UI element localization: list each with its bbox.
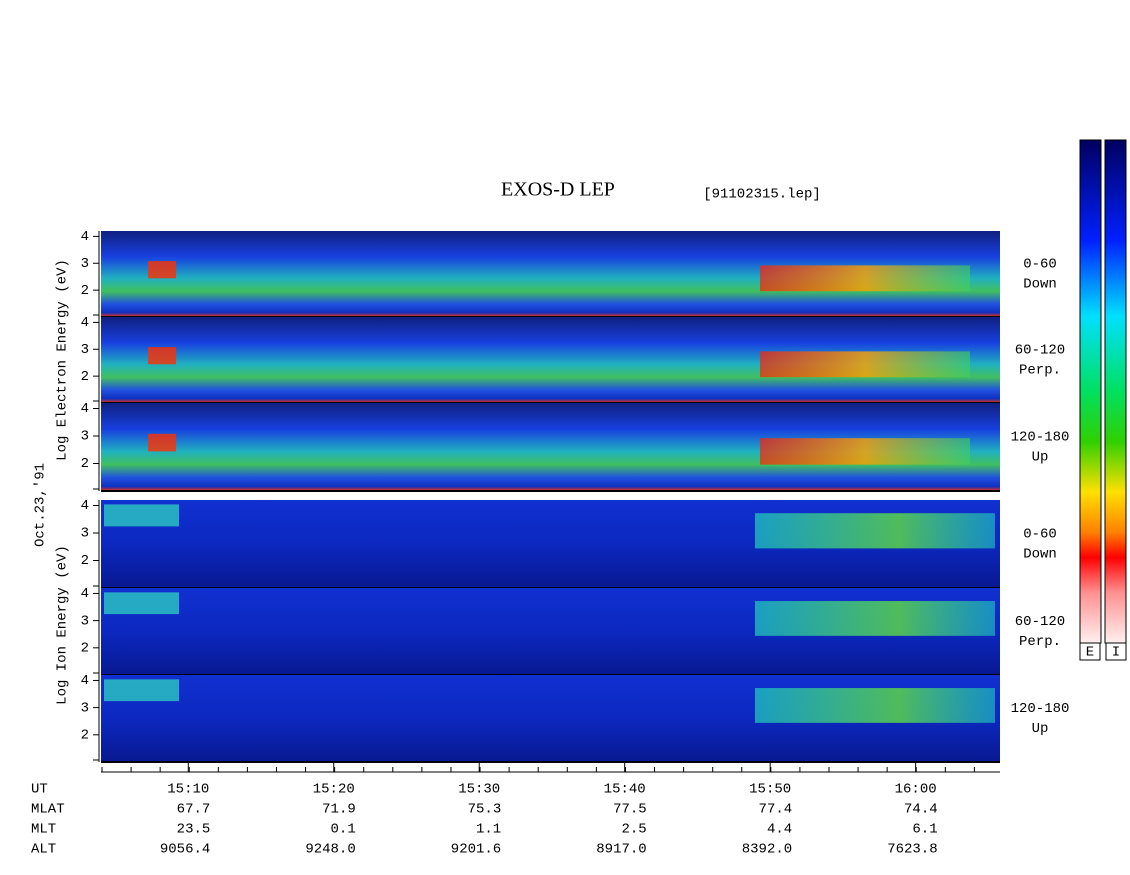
y-tick-label: 2 bbox=[81, 728, 89, 744]
x-tick-label: 15:20 bbox=[313, 782, 355, 798]
x-tick-label: 16:00 bbox=[895, 782, 937, 798]
x-tick-label: 15:10 bbox=[167, 782, 209, 798]
ephemeris-value: 7623.8 bbox=[887, 842, 937, 858]
y-tick-label: 3 bbox=[81, 429, 89, 445]
ephemeris-name: UT bbox=[31, 782, 48, 798]
panel-label: Perp. bbox=[1019, 363, 1061, 379]
colorbar-label: I bbox=[1112, 645, 1120, 661]
ephemeris-value: 9201.6 bbox=[451, 842, 501, 858]
x-tick-label: 15:30 bbox=[458, 782, 500, 798]
chart-title: EXOS-D LEP bbox=[501, 179, 615, 201]
ephemeris-value: 75.3 bbox=[468, 802, 502, 818]
ephemeris-value: 71.9 bbox=[322, 802, 356, 818]
ephemeris-value: 9248.0 bbox=[305, 842, 355, 858]
y-tick-label: 4 bbox=[81, 673, 89, 689]
y-tick-label: 4 bbox=[81, 498, 89, 514]
ephemeris-value: 77.4 bbox=[759, 802, 793, 818]
ephemeris-value: 0.1 bbox=[331, 822, 356, 838]
ephemeris-value: 1.1 bbox=[476, 822, 501, 838]
y-tick-label: 3 bbox=[81, 613, 89, 629]
y-tick-label: 4 bbox=[81, 586, 89, 602]
flux-feature bbox=[760, 265, 970, 292]
file-name: [91102315.lep] bbox=[703, 187, 821, 203]
flux-feature bbox=[755, 688, 995, 723]
ephemeris-value: 23.5 bbox=[177, 822, 211, 838]
panel-label: 0-60 bbox=[1023, 257, 1057, 273]
x-tick-label: 15:40 bbox=[604, 782, 646, 798]
colorbar bbox=[1079, 139, 1102, 644]
ephemeris-value: 67.7 bbox=[177, 802, 211, 818]
y-tick-label: 2 bbox=[81, 456, 89, 472]
ephemeris-value: 77.5 bbox=[613, 802, 647, 818]
y-tick-label: 2 bbox=[81, 553, 89, 569]
y-tick-label: 2 bbox=[81, 641, 89, 657]
ephemeris-name: MLAT bbox=[31, 802, 65, 818]
x-tick-label: 15:50 bbox=[749, 782, 791, 798]
y-tick-label: 2 bbox=[81, 369, 89, 385]
y-tick-label: 4 bbox=[81, 229, 89, 245]
ephemeris-value: 8917.0 bbox=[596, 842, 646, 858]
y-tick-label: 2 bbox=[81, 283, 89, 299]
flux-feature bbox=[104, 504, 179, 527]
flux-feature bbox=[104, 592, 179, 615]
ephemeris-value: 9056.4 bbox=[160, 842, 210, 858]
panel-label: 120-180 bbox=[1011, 701, 1070, 717]
ephemeris-value: 8392.0 bbox=[742, 842, 792, 858]
panel-label: Up bbox=[1032, 450, 1049, 466]
y-tick-label: 3 bbox=[81, 700, 89, 716]
y-tick-label: 3 bbox=[81, 256, 89, 272]
colorbar-label-box bbox=[1105, 642, 1127, 661]
ephemeris-name: ALT bbox=[31, 842, 56, 858]
flux-feature bbox=[755, 601, 995, 636]
y-axis-label: Log Electron Energy (eV) bbox=[55, 259, 71, 461]
flux-feature bbox=[755, 513, 995, 549]
panel-label: Up bbox=[1032, 721, 1049, 737]
panel-label: 60-120 bbox=[1015, 343, 1065, 359]
ephemeris-name: MLT bbox=[31, 822, 56, 838]
flux-feature bbox=[760, 351, 970, 378]
panel-label: Down bbox=[1023, 277, 1057, 293]
panel-label: 60-120 bbox=[1015, 614, 1065, 630]
y-tick-label: 3 bbox=[81, 342, 89, 358]
flux-feature bbox=[148, 433, 176, 452]
ephemeris-value: 4.4 bbox=[767, 822, 792, 838]
ephemeris-value: 74.4 bbox=[904, 802, 938, 818]
panel-label: Down bbox=[1023, 547, 1057, 563]
plot-layer: Log Electron Energy (eV) E 2 3 4 0-60 Down 2 3 4 6… bbox=[31, 229, 1127, 858]
colorbar bbox=[1104, 139, 1127, 644]
colorbar-label-box bbox=[1079, 642, 1101, 661]
y-tick-label: 4 bbox=[81, 401, 89, 417]
panel-label: 120-180 bbox=[1011, 430, 1070, 446]
colorbar-label: E bbox=[1086, 645, 1094, 661]
flux-feature bbox=[104, 679, 179, 702]
y-axis-label: Log Ion Energy (eV) bbox=[55, 545, 71, 705]
ephemeris-value: 6.1 bbox=[912, 822, 937, 838]
panel-label: Perp. bbox=[1019, 634, 1061, 650]
flux-feature bbox=[148, 347, 176, 365]
date-label: Oct.23,'91 bbox=[33, 463, 49, 547]
flux-feature bbox=[148, 261, 176, 279]
ephemeris-value: 2.5 bbox=[621, 822, 646, 838]
y-tick-label: 3 bbox=[81, 526, 89, 542]
y-tick-label: 4 bbox=[81, 315, 89, 331]
flux-feature bbox=[760, 438, 970, 465]
panel-label: 0-60 bbox=[1023, 527, 1057, 543]
